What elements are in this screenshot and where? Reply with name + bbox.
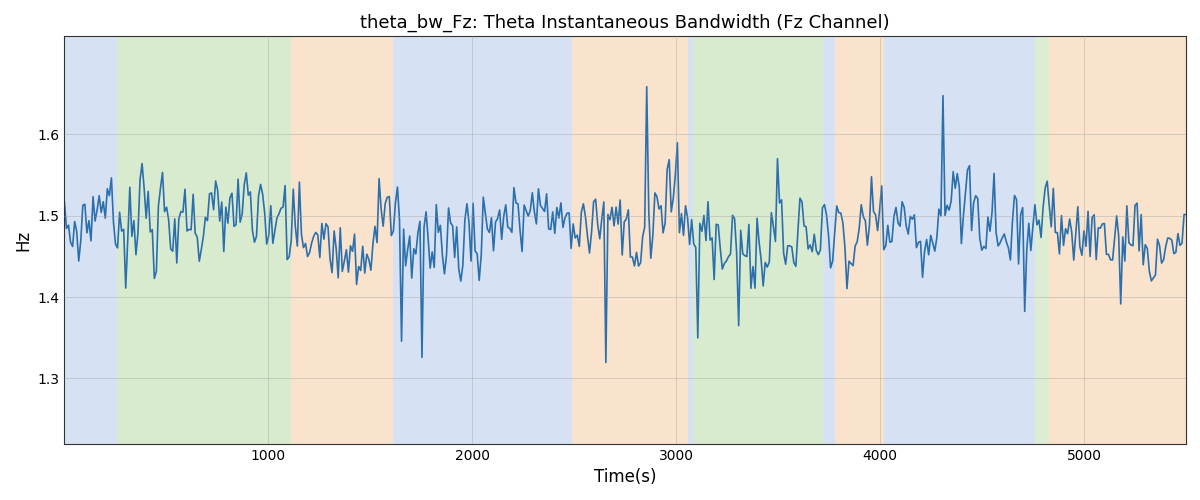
- Bar: [835, 36, 884, 444]
- Bar: [884, 36, 1036, 444]
- Bar: [689, 36, 692, 444]
- Title: theta_bw_Fz: Theta Instantaneous Bandwidth (Fz Channel): theta_bw_Fz: Theta Instantaneous Bandwid…: [360, 14, 890, 32]
- X-axis label: Time(s): Time(s): [594, 468, 656, 486]
- Bar: [392, 36, 572, 444]
- Bar: [823, 36, 835, 444]
- Bar: [65, 36, 118, 444]
- Bar: [290, 36, 392, 444]
- Bar: [692, 36, 823, 444]
- Bar: [1036, 36, 1050, 444]
- Bar: [572, 36, 689, 444]
- Bar: [1050, 36, 1186, 444]
- Y-axis label: Hz: Hz: [14, 230, 32, 250]
- Bar: [118, 36, 290, 444]
